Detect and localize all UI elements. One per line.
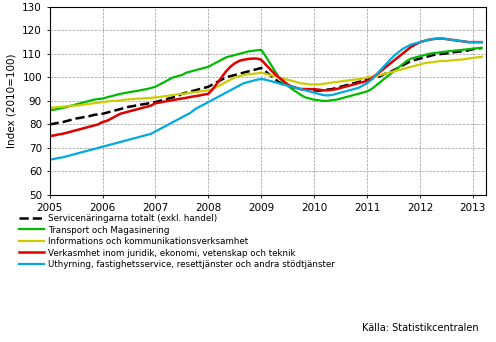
Text: Källa: Statistikcentralen: Källa: Statistikcentralen bbox=[362, 324, 479, 333]
Y-axis label: Index (2010=100): Index (2010=100) bbox=[6, 54, 17, 148]
Legend: Servicenäringarna totalt (exkl. handel), Transport och Magasinering, Information: Servicenäringarna totalt (exkl. handel),… bbox=[19, 214, 335, 269]
